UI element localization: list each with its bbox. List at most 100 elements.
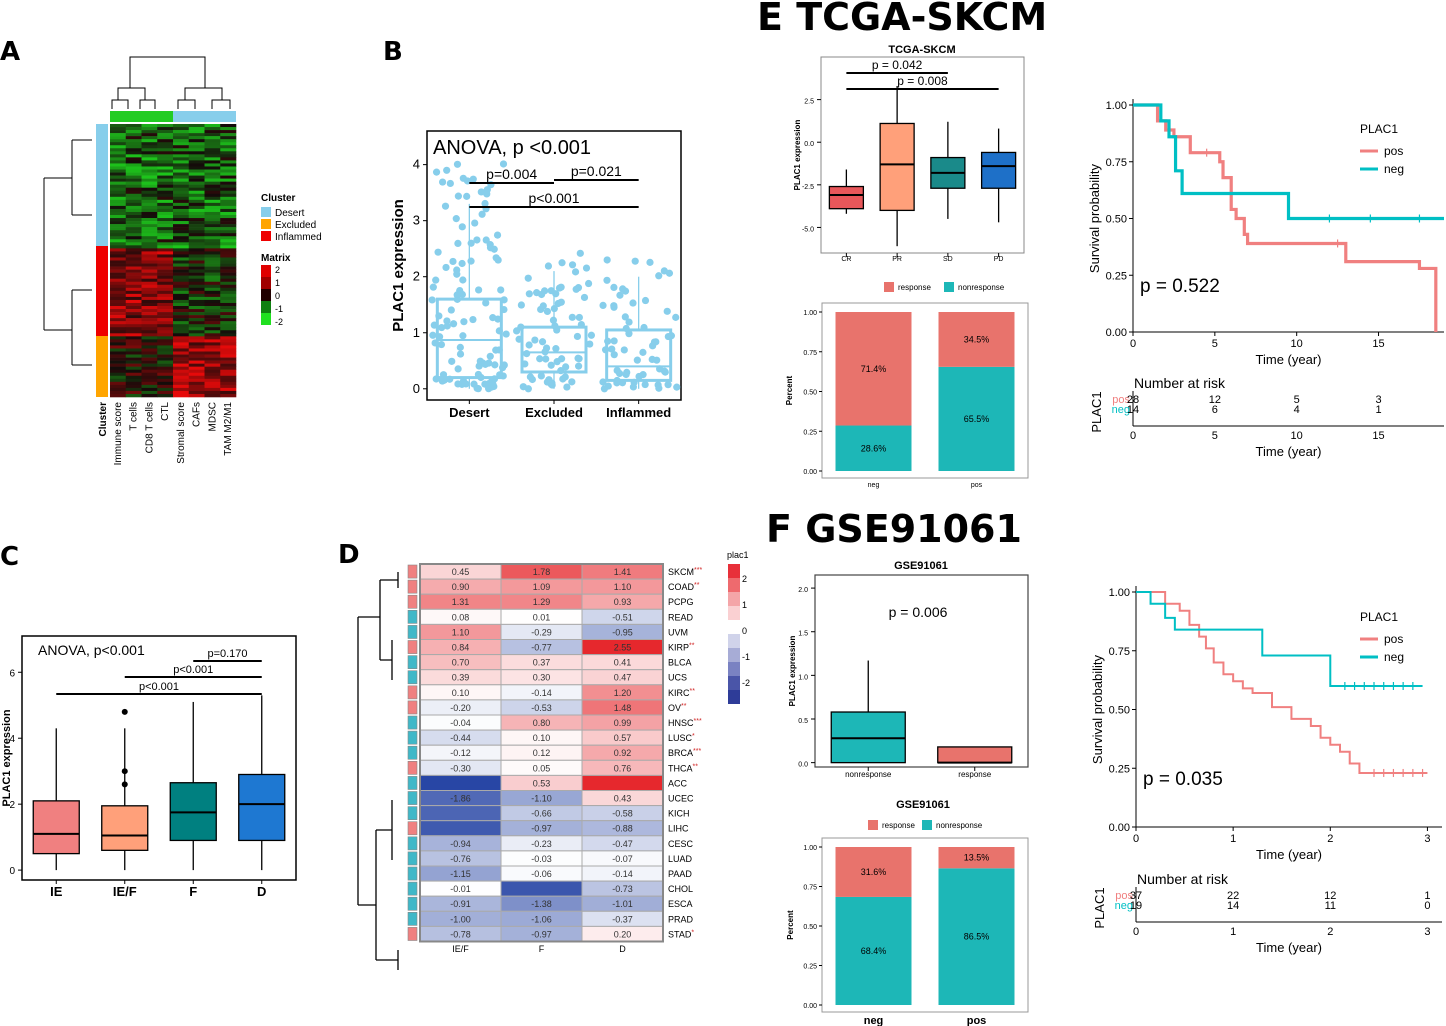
heatmap-cell	[142, 364, 158, 367]
heatmap-cell	[205, 185, 221, 188]
legend-matrix-tick: 0	[275, 291, 280, 301]
x-axis-label: Time (year)	[1256, 847, 1322, 862]
heatmap-cell	[142, 315, 158, 318]
heatmap-cell	[126, 370, 142, 373]
row-annotation-cell	[408, 580, 417, 593]
heatmap-cell	[173, 242, 189, 245]
heatmap-cell-value: 0.05	[533, 763, 551, 773]
heatmap-cell	[142, 361, 158, 364]
heatmap-row-label: HNSC***	[668, 718, 702, 728]
heatmap-cell	[110, 379, 126, 382]
heatmap-cell	[173, 297, 189, 300]
heatmap-cell	[126, 348, 142, 351]
heatmap-cell	[220, 282, 236, 285]
heatmap-cell	[173, 173, 189, 176]
heatmap-cell	[205, 373, 221, 376]
heatmap-cell-value: 0.41	[614, 658, 632, 668]
heatmap-cell	[189, 227, 205, 230]
panel-letter-d: D	[338, 540, 360, 570]
heatmap-cell	[157, 345, 173, 348]
y-axis-label: PLAC1 expression	[788, 636, 797, 707]
bar-value-label: 71.4%	[861, 364, 887, 374]
x-category-label: F	[189, 884, 197, 899]
data-point	[629, 299, 636, 306]
heatmap-cell-value: 1.41	[614, 567, 632, 577]
legend-color-swatch	[728, 564, 740, 578]
heatmap-row-label: KICH	[668, 809, 690, 819]
data-point	[460, 318, 467, 325]
legend-matrix-tick: -2	[275, 317, 283, 327]
heatmap-cell	[205, 279, 221, 282]
heatmap-cell	[157, 270, 173, 273]
heatmap-cell-value: 1.31	[452, 597, 470, 607]
heatmap-cell	[126, 212, 142, 215]
data-point	[621, 346, 628, 353]
heatmap-cell-value: -0.14	[612, 869, 633, 879]
heatmap-cell	[157, 154, 173, 157]
heatmap-cell	[205, 388, 221, 391]
heatmap-cell	[142, 127, 158, 130]
heatmap-cell	[142, 185, 158, 188]
heatmap-cell	[142, 373, 158, 376]
heatmap-cell	[189, 139, 205, 142]
heatmap-cell	[126, 376, 142, 379]
heatmap-cell	[157, 321, 173, 324]
heatmap-cell	[157, 303, 173, 306]
heatmap-cell	[142, 151, 158, 154]
data-point	[454, 380, 461, 387]
heatmap-cell-value: 0.43	[614, 794, 632, 804]
heatmap-cell	[110, 230, 126, 233]
y-tick-label: 0	[413, 381, 420, 396]
data-point	[673, 384, 680, 391]
heatmap-cell	[205, 182, 221, 185]
y-tick-label: 1.00	[803, 310, 817, 317]
heatmap-cell	[126, 367, 142, 370]
heatmap-cell	[205, 170, 221, 173]
heatmap-cell	[173, 315, 189, 318]
heatmap-cell	[220, 355, 236, 358]
heatmap-cell	[110, 321, 126, 324]
x-tick-label: 15	[1372, 338, 1384, 350]
comparison-pvalue: p<0.001	[139, 681, 179, 693]
heatmap-cell-value: -1.10	[531, 794, 552, 804]
row-annotation-cell	[408, 867, 417, 880]
heatmap-cell	[110, 300, 126, 303]
heatmap-row-label: READ	[668, 612, 694, 622]
heatmap-cell	[189, 270, 205, 273]
heatmap-cell	[157, 379, 173, 382]
heatmap-cell	[189, 236, 205, 239]
heatmap-cell	[189, 348, 205, 351]
heatmap-cell	[220, 376, 236, 379]
heatmap-cell	[220, 321, 236, 324]
heatmap-cell	[220, 206, 236, 209]
heatmap-cell	[126, 124, 142, 127]
heatmap-cell	[142, 230, 158, 233]
heatmap-cell	[220, 224, 236, 227]
heatmap-cell	[142, 348, 158, 351]
heatmap-cell	[110, 242, 126, 245]
legend-title: plac1	[727, 550, 749, 560]
heatmap-cell	[126, 127, 142, 130]
heatmap-cell	[110, 358, 126, 361]
heatmap-cell	[173, 254, 189, 257]
heatmap-cell	[220, 194, 236, 197]
heatmap-cell-value: 0.99	[614, 718, 632, 728]
data-point	[599, 302, 606, 309]
heatmap-cell-value: 0.45	[452, 567, 470, 577]
data-point	[444, 322, 451, 329]
cluster-bar-inflammed	[96, 246, 108, 336]
heatmap-cell	[173, 233, 189, 236]
heatmap-cell	[157, 391, 173, 394]
heatmap-cell-value: -0.91	[450, 899, 471, 909]
heatmap-cell	[110, 157, 126, 160]
heatmap-cell	[205, 166, 221, 169]
heatmap-cell	[110, 291, 126, 294]
risk-value: 11	[1325, 900, 1336, 912]
heatmap-cell	[157, 197, 173, 200]
heatmap-cell	[220, 166, 236, 169]
heatmap-cell	[205, 294, 221, 297]
heatmap-cell	[205, 197, 221, 200]
heatmap-cell	[220, 264, 236, 267]
heatmap-cell	[173, 321, 189, 324]
heatmap-cell	[173, 142, 189, 145]
